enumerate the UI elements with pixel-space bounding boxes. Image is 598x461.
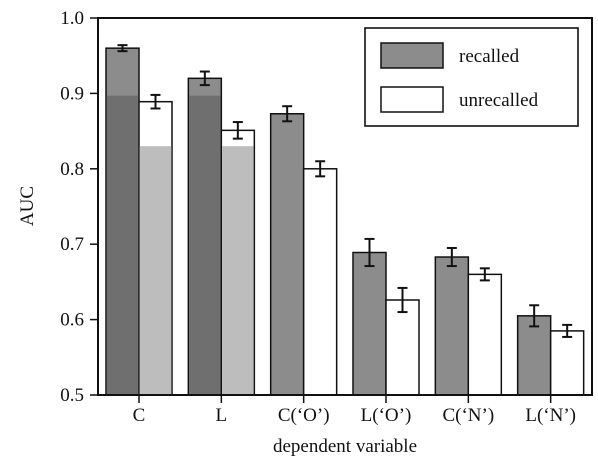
bar-recalled-4 <box>435 257 468 395</box>
x-tick-label-3: L(‘O’) <box>361 405 412 426</box>
x-tick-label-2: C(‘O’) <box>278 405 330 426</box>
overlay-unrecalled-1 <box>222 146 254 394</box>
bar-unrecalled-3 <box>386 300 419 395</box>
y-tick-label-0: 0.5 <box>60 385 84 406</box>
bar-unrecalled-2 <box>304 169 337 395</box>
bar-recalled-2 <box>271 114 304 395</box>
x-tick-label-5: L(‘N’) <box>525 405 576 426</box>
legend-label-unrecalled: unrecalled <box>459 90 539 111</box>
x-tick-label-4: C(‘N’) <box>442 405 494 426</box>
y-tick-label-3: 0.8 <box>60 159 84 180</box>
y-tick-label-4: 0.9 <box>60 83 84 104</box>
overlay-recalled-1 <box>189 96 221 395</box>
bar-recalled-5 <box>518 316 551 395</box>
x-tick-label-0: C <box>133 405 146 426</box>
legend-swatch-recalled <box>381 43 443 68</box>
y-tick-label-5: 1.0 <box>60 8 84 29</box>
y-axis-label: AUC <box>17 186 38 226</box>
bar-unrecalled-4 <box>468 274 501 395</box>
bar-unrecalled-5 <box>551 331 584 395</box>
overlay-recalled-0 <box>107 96 139 395</box>
x-tick-label-1: L <box>216 405 228 426</box>
x-axis-label: dependent variable <box>273 436 417 457</box>
legend: recalled unrecalled <box>365 28 578 126</box>
bar-recalled-3 <box>353 252 386 395</box>
y-tick-label-2: 0.7 <box>60 234 84 255</box>
y-axis: 0.5 0.6 0.7 0.8 0.9 1.0 <box>60 8 98 406</box>
x-axis: C L C(‘O’) L(‘O’) C(‘N’) L(‘N’) <box>133 395 576 426</box>
legend-swatch-unrecalled <box>381 87 443 112</box>
legend-label-recalled: recalled <box>459 46 520 67</box>
y-tick-label-1: 0.6 <box>60 310 84 331</box>
overlay-unrecalled-0 <box>140 146 172 394</box>
